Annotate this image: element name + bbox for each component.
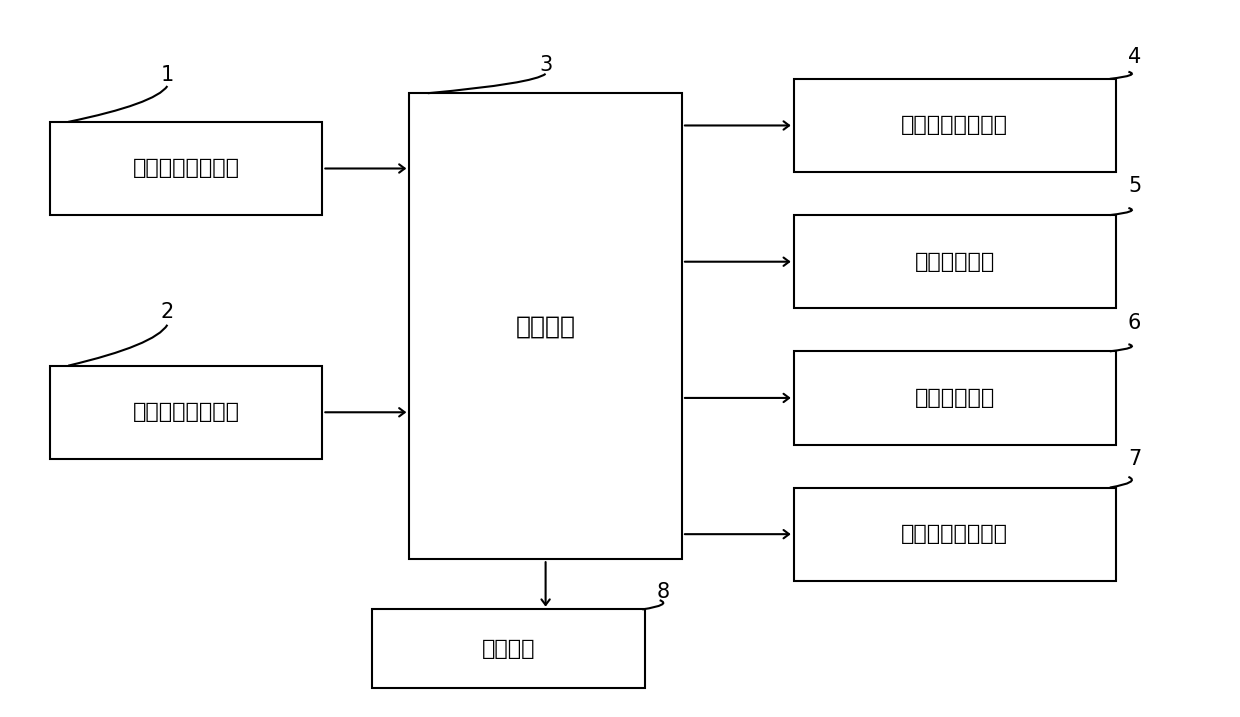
Text: 主控模块: 主控模块 bbox=[516, 314, 575, 338]
Text: 1: 1 bbox=[161, 65, 174, 85]
Text: 病例生成模块: 病例生成模块 bbox=[915, 252, 994, 272]
Text: 采集数据存储模块: 采集数据存储模块 bbox=[901, 524, 1008, 544]
FancyBboxPatch shape bbox=[794, 351, 1116, 445]
FancyBboxPatch shape bbox=[50, 366, 322, 459]
Text: 3: 3 bbox=[539, 54, 552, 75]
Text: 采集数据分析模块: 采集数据分析模块 bbox=[901, 115, 1008, 136]
Text: 患者信息采集模块: 患者信息采集模块 bbox=[133, 158, 239, 179]
FancyBboxPatch shape bbox=[794, 215, 1116, 308]
FancyBboxPatch shape bbox=[794, 488, 1116, 581]
FancyBboxPatch shape bbox=[794, 79, 1116, 172]
FancyBboxPatch shape bbox=[50, 122, 322, 215]
Text: 风险预警模块: 风险预警模块 bbox=[915, 388, 994, 408]
Text: 4: 4 bbox=[1128, 47, 1141, 67]
Text: 生理数据采集模块: 生理数据采集模块 bbox=[133, 402, 239, 422]
Text: 5: 5 bbox=[1128, 176, 1141, 196]
Text: 8: 8 bbox=[657, 581, 670, 602]
FancyBboxPatch shape bbox=[372, 609, 645, 688]
Text: 2: 2 bbox=[161, 302, 174, 322]
Text: 显示模块: 显示模块 bbox=[481, 639, 536, 659]
FancyBboxPatch shape bbox=[409, 93, 682, 559]
Text: 6: 6 bbox=[1128, 313, 1141, 333]
Text: 7: 7 bbox=[1128, 449, 1141, 469]
